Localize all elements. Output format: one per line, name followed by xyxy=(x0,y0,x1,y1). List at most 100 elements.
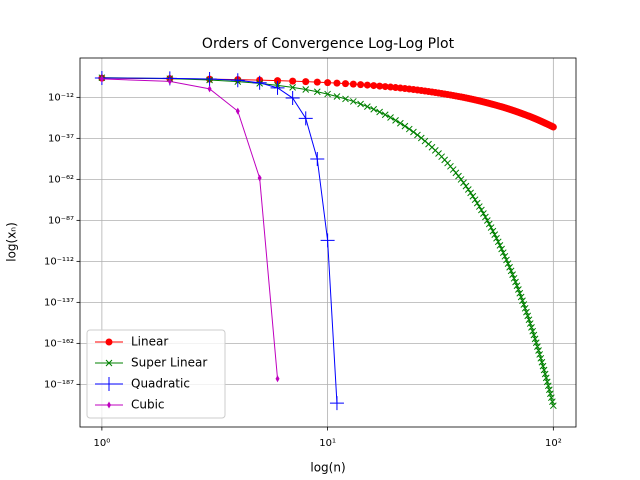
marker xyxy=(517,293,525,301)
marker xyxy=(341,80,349,88)
marker xyxy=(504,260,512,267)
marker xyxy=(410,128,417,136)
marker xyxy=(516,289,524,297)
marker xyxy=(270,80,285,95)
marker xyxy=(357,81,365,89)
legend-label: Super Linear xyxy=(131,356,207,370)
marker xyxy=(387,83,395,91)
marker xyxy=(515,286,522,293)
marker xyxy=(510,274,518,282)
marker xyxy=(471,196,479,204)
marker xyxy=(530,331,538,339)
marker xyxy=(475,203,483,210)
marker xyxy=(298,111,313,126)
legend-label: Cubic xyxy=(131,398,165,412)
marker xyxy=(285,91,300,106)
marker xyxy=(549,402,557,410)
marker xyxy=(457,176,465,183)
marker xyxy=(519,297,526,305)
marker xyxy=(349,80,357,88)
marker xyxy=(499,249,507,257)
marker xyxy=(342,95,349,103)
marker xyxy=(370,105,378,113)
x-tick-label: 10¹ xyxy=(319,438,336,449)
marker xyxy=(494,238,502,246)
marker xyxy=(524,312,532,320)
marker xyxy=(537,354,545,362)
marker xyxy=(387,114,394,121)
marker xyxy=(544,382,552,390)
marker xyxy=(464,186,472,193)
marker xyxy=(333,93,341,100)
legend-box xyxy=(86,329,226,419)
marker xyxy=(455,172,462,180)
marker xyxy=(289,77,297,85)
marker xyxy=(480,210,487,217)
marker xyxy=(489,227,497,235)
marker xyxy=(512,278,519,286)
marker xyxy=(333,79,341,87)
legend-label: Quadratic xyxy=(131,377,190,391)
marker xyxy=(392,117,399,124)
marker xyxy=(548,394,555,402)
legend-label: Linear xyxy=(131,335,168,349)
series-line xyxy=(101,78,279,379)
marker xyxy=(529,327,537,335)
marker xyxy=(520,301,528,308)
y-axis-label: log(xₙ) xyxy=(5,222,19,262)
marker xyxy=(487,224,495,231)
marker xyxy=(235,107,240,115)
marker xyxy=(289,84,296,91)
marker xyxy=(302,86,310,93)
marker xyxy=(473,199,481,207)
marker xyxy=(536,351,544,358)
marker xyxy=(549,398,556,406)
marker xyxy=(460,179,467,187)
marker xyxy=(363,81,371,89)
x-tick-label: 10⁰ xyxy=(94,438,111,449)
marker xyxy=(543,378,551,386)
legend: Linear Super Linear Quadratic Cubic xyxy=(86,329,226,419)
marker xyxy=(320,233,335,248)
marker xyxy=(381,83,389,91)
marker xyxy=(532,339,540,347)
marker xyxy=(531,335,539,343)
legend-marker xyxy=(102,377,116,391)
marker xyxy=(349,98,357,105)
marker xyxy=(549,123,557,131)
marker xyxy=(364,103,371,110)
marker xyxy=(252,75,267,90)
y-tick-label: 10⁻¹² xyxy=(48,92,74,103)
x-tick-label: 10² xyxy=(545,438,562,449)
marker xyxy=(501,252,509,260)
marker xyxy=(414,131,421,139)
marker xyxy=(523,308,530,316)
marker xyxy=(274,77,282,85)
marker xyxy=(324,79,332,87)
marker xyxy=(376,82,384,90)
marker xyxy=(483,217,491,224)
marker xyxy=(498,245,505,253)
marker xyxy=(313,78,321,86)
marker xyxy=(506,263,513,271)
marker xyxy=(525,316,533,324)
marker xyxy=(539,362,547,370)
y-tick-label: 10⁻³⁷ xyxy=(48,133,74,144)
y-tick-label: 10⁻¹⁶² xyxy=(44,338,74,349)
marker xyxy=(167,77,172,85)
marker xyxy=(257,174,262,182)
marker xyxy=(401,122,409,130)
marker xyxy=(485,220,493,228)
marker xyxy=(528,324,535,331)
marker xyxy=(302,78,310,86)
marker xyxy=(207,85,212,93)
plot-area xyxy=(94,70,557,411)
marker xyxy=(357,100,364,108)
marker xyxy=(482,213,489,221)
marker xyxy=(496,242,504,249)
marker xyxy=(462,182,470,190)
marker xyxy=(541,370,549,378)
marker xyxy=(540,366,548,374)
marker xyxy=(370,82,378,90)
